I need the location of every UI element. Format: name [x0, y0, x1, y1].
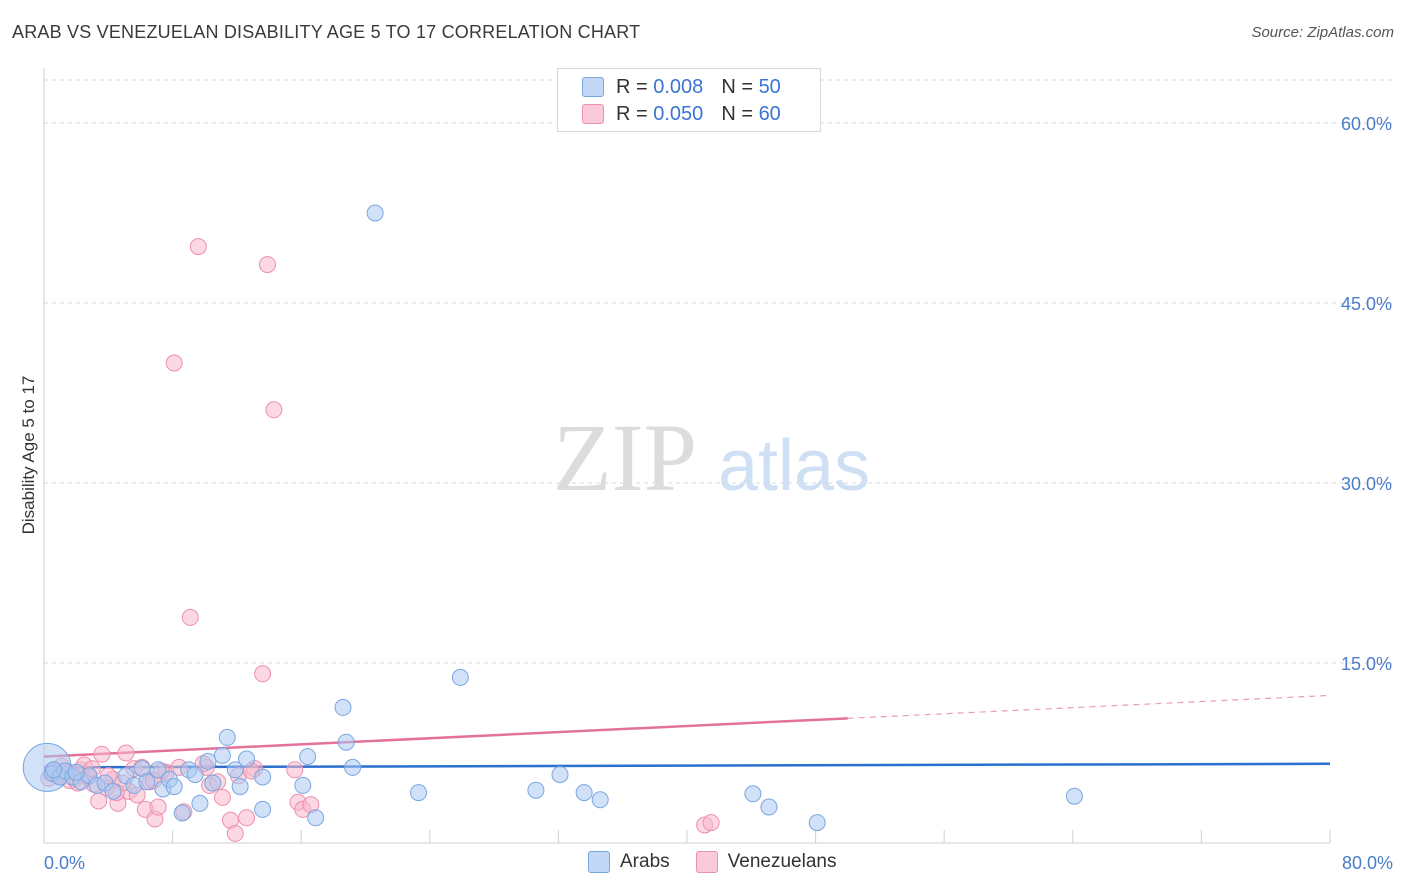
arabs-point [527, 781, 545, 799]
series-legend: Arabs Venezuelans [588, 851, 862, 873]
arabs-point [45, 761, 63, 779]
arabs-point [808, 814, 826, 832]
arabs-point [218, 728, 236, 746]
y-axis-label: Disability Age 5 to 17 [19, 376, 38, 535]
arabs-point [231, 778, 249, 796]
venezuelans-n-value: 60 [758, 102, 781, 125]
venezuelans-point [238, 809, 256, 827]
y-tick-label: 60.0% [1341, 114, 1392, 134]
arabs-point [149, 761, 167, 779]
trend-lines [43, 694, 1331, 769]
arabs-n-label: N = [721, 75, 753, 98]
arabs-point [334, 698, 352, 716]
venezuelans-trend-extension [847, 694, 1331, 719]
arabs-point [226, 761, 244, 779]
arabs-point [67, 763, 85, 781]
arabs-point [551, 766, 569, 784]
venezuelans-point [226, 824, 244, 842]
arabs-legend-swatch [588, 851, 610, 873]
venezuelans-point [165, 354, 183, 372]
watermark: ZIP atlas [553, 404, 870, 511]
arabs-point [238, 750, 256, 768]
venezuelans-point [117, 744, 135, 762]
arabs-r-label: R = [616, 75, 648, 98]
venezuelans-legend-label: Venezuelans [727, 851, 837, 872]
legend-row-venezuelans: R = 0.050 N = 60 [582, 101, 781, 127]
arabs-legend-label: Arabs [620, 851, 670, 872]
arabs-point [165, 778, 183, 796]
watermark-atlas: atlas [718, 426, 870, 506]
arabs-point [366, 204, 384, 222]
venezuelans-point [286, 761, 304, 779]
arabs-point [451, 668, 469, 686]
x-tick-label-min: 0.0% [44, 853, 85, 873]
legend-row-arabs: R = 0.008 N = 50 [582, 74, 781, 100]
venezuelans-trend-line [43, 717, 848, 758]
venezuelans-point [702, 814, 720, 832]
arabs-point [173, 804, 191, 822]
venezuelans-point [213, 788, 231, 806]
tick-labels: 15.0% 30.0% 45.0% 60.0% 0.0% 80.0% [44, 114, 1393, 873]
y-tick-label: 45.0% [1341, 294, 1392, 314]
venezuelans-r-label: R = [616, 102, 648, 125]
legend-item-arabs[interactable]: Arabs [588, 851, 670, 873]
arabs-point [254, 800, 272, 818]
venezuelans-n-label: N = [721, 102, 753, 125]
arabs-point [1065, 787, 1083, 805]
grid-lines [44, 79, 1392, 664]
venezuelans-point [254, 665, 272, 683]
axes [43, 68, 1331, 844]
arabs-point [138, 773, 156, 791]
source-label: Source: ZipAtlas.com [1251, 24, 1394, 41]
arabs-point [760, 798, 778, 816]
chart-title: ARAB VS VENEZUELAN DISABILITY AGE 5 TO 1… [12, 22, 641, 42]
venezuelans-point [149, 798, 167, 816]
x-tick-label-max: 80.0% [1342, 853, 1393, 873]
y-tick-label: 30.0% [1341, 474, 1392, 494]
arabs-point [199, 752, 217, 770]
arabs-point [186, 766, 204, 784]
arabs-point [254, 768, 272, 786]
arabs-n-value: 50 [758, 75, 781, 98]
arabs-point [294, 776, 312, 794]
arabs-point [337, 733, 355, 751]
venezuelans-r-value: 0.050 [653, 102, 704, 125]
correlation-legend: R = 0.008 N = 50 R = 0.050 N = 60 [557, 68, 821, 132]
watermark-zip: ZIP [553, 404, 697, 511]
venezuelans-point [265, 401, 283, 419]
arabs-point [191, 794, 209, 812]
arabs-point [213, 746, 231, 764]
venezuelans-legend-swatch [695, 851, 718, 873]
arabs-point [104, 782, 122, 800]
arabs-points [22, 204, 1083, 832]
arabs-point [204, 774, 222, 792]
arabs-point [591, 791, 609, 809]
venezuelans-point [258, 256, 276, 274]
y-tick-label: 15.0% [1341, 654, 1392, 674]
venezuelans-point [93, 745, 111, 763]
arabs-point [575, 784, 593, 802]
arabs-swatch [582, 77, 604, 97]
legend-item-venezuelans[interactable]: Venezuelans [695, 851, 837, 873]
arabs-r-value: 0.008 [653, 75, 704, 98]
venezuelans-swatch [582, 104, 604, 124]
venezuelans-point [189, 238, 207, 256]
arabs-point [307, 809, 325, 827]
arabs-point [410, 784, 428, 802]
arabs-point [744, 785, 762, 803]
arabs-point [299, 748, 317, 766]
arabs-point [344, 758, 362, 776]
venezuelans-point [181, 608, 199, 626]
